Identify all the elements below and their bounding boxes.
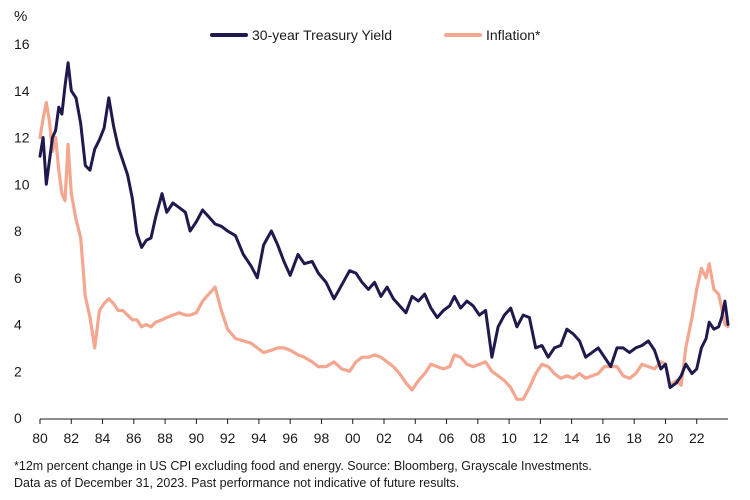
x-tick-label: 00 bbox=[345, 430, 361, 446]
y-tick-label: 2 bbox=[14, 363, 22, 379]
x-tick-label: 84 bbox=[95, 430, 111, 446]
x-tick-label: 98 bbox=[314, 430, 330, 446]
legend-label: 30-year Treasury Yield bbox=[252, 27, 392, 43]
y-tick-label: 6 bbox=[14, 270, 22, 286]
x-tick-label: 16 bbox=[595, 430, 611, 446]
x-tick-label: 88 bbox=[157, 430, 173, 446]
x-tick-label: 86 bbox=[126, 430, 142, 446]
x-tick-label: 18 bbox=[626, 430, 642, 446]
treasury-yield-line bbox=[38, 61, 730, 390]
x-tick-label: 90 bbox=[189, 430, 205, 446]
y-tick-label: 10 bbox=[14, 176, 30, 192]
legend: 30-year Treasury Yield Inflation* bbox=[210, 27, 541, 43]
x-tick-label: 22 bbox=[689, 430, 705, 446]
y-tick-label: 8 bbox=[14, 223, 22, 239]
x-tick-label: 82 bbox=[63, 430, 79, 446]
y-tick-label: 16 bbox=[14, 36, 30, 52]
x-tick-label: 80 bbox=[32, 430, 48, 446]
legend-label: Inflation* bbox=[486, 27, 541, 43]
x-tick-label: 10 bbox=[501, 430, 517, 446]
x-tick-label: 94 bbox=[251, 430, 267, 446]
footnote-line-1: *12m percent change in US CPI excluding … bbox=[14, 459, 592, 473]
y-tick-label: 0 bbox=[14, 410, 22, 426]
x-tick-label: 06 bbox=[439, 430, 455, 446]
x-tick-label: 12 bbox=[533, 430, 549, 446]
x-tick-label: 04 bbox=[407, 430, 423, 446]
legend-item-inflation: Inflation* bbox=[444, 27, 541, 43]
x-tick-label: 20 bbox=[658, 430, 674, 446]
y-tick-label: 14 bbox=[14, 83, 30, 99]
series-layer bbox=[38, 61, 730, 401]
x-tick-label: 02 bbox=[376, 430, 392, 446]
y-axis: 0 2 4 6 8 10 12 14 16% bbox=[14, 8, 30, 426]
footnote: *12m percent change in US CPI excluding … bbox=[14, 458, 740, 492]
x-tick-label: 08 bbox=[470, 430, 486, 446]
x-tick-label: 14 bbox=[564, 430, 580, 446]
legend-item-treasury-yield: 30-year Treasury Yield bbox=[210, 27, 392, 43]
footnote-line-2: Data as of December 31, 2023. Past perfo… bbox=[14, 476, 460, 490]
inflation-line bbox=[38, 100, 730, 401]
y-tick-label: 4 bbox=[14, 317, 22, 333]
x-axis: 80 82 84 86 88 90 92 94 96 98 00 02 04 06 08 10 12 14 16 18… bbox=[32, 418, 728, 446]
y-tick-label: 12 bbox=[14, 130, 30, 146]
x-tick-label: 96 bbox=[282, 430, 298, 446]
y-unit-label: % bbox=[14, 8, 27, 25]
x-tick-label: 92 bbox=[220, 430, 236, 446]
